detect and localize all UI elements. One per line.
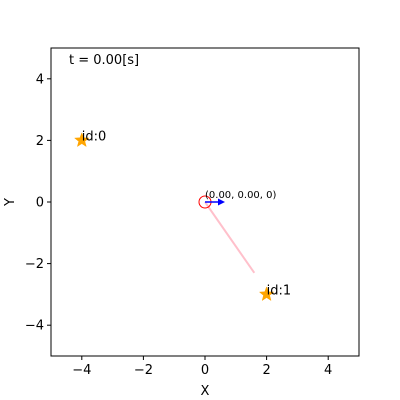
x-tick-label: 2	[262, 363, 270, 378]
y-tick-label: 4	[36, 72, 44, 87]
landmark-star	[74, 132, 90, 148]
x-axis-label: X	[201, 384, 210, 399]
landmark-label: id:1	[267, 283, 292, 298]
landmark-layer: id:0 id:1	[74, 129, 292, 302]
x-tick-label: −2	[134, 363, 153, 378]
observation-line	[204, 201, 256, 274]
landmark-star	[258, 286, 275, 302]
landmark-label: id:0	[82, 129, 107, 144]
x-tick-label: 4	[324, 363, 332, 378]
y-axis-label: Y	[3, 198, 18, 207]
observation-layer	[204, 201, 256, 274]
y-tick-label: −2	[25, 257, 44, 272]
heading-arrowhead	[218, 198, 225, 206]
x-tick-label: −4	[72, 363, 91, 378]
y-tick-label: −4	[25, 319, 44, 334]
time-text: t = 0.00[s]	[69, 53, 139, 68]
x-tick-label: 0	[201, 363, 209, 378]
tick-layer: −4 −2 0 2 4 −4 −2 0 2 4	[25, 72, 333, 378]
pose-label: (0.00, 0.00, 0)	[205, 190, 277, 201]
robot-layer: (0.00, 0.00, 0)	[198, 190, 277, 209]
y-tick-label: 2	[36, 134, 44, 149]
y-tick-label: 0	[36, 196, 44, 211]
